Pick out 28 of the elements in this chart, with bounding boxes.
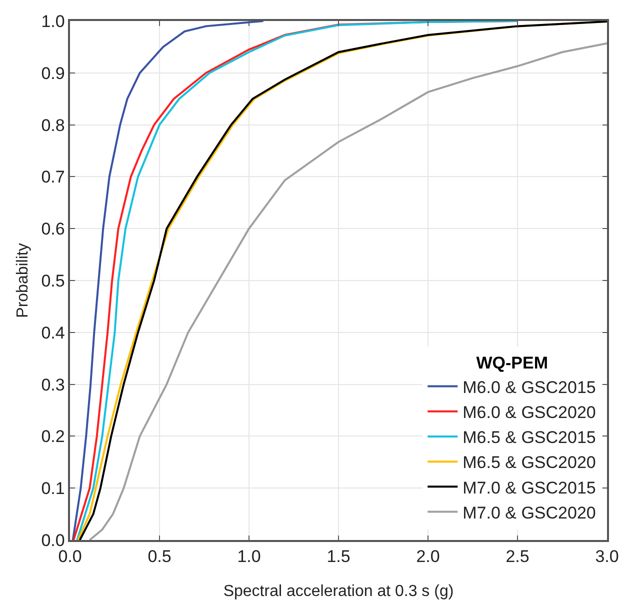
x-tick-label: 2.5 — [506, 547, 530, 566]
line-series — [72, 21, 264, 540]
legend-label: M6.5 & GSC2015 — [462, 428, 596, 448]
legend-label: M7.0 & GSC2020 — [462, 503, 596, 522]
legend-label: M7.0 & GSC2015 — [462, 478, 596, 498]
x-tick-label: 3.0 — [595, 547, 619, 566]
y-tick-label: 0.0 — [41, 530, 65, 550]
legend-label: M6.5 & GSC2020 — [462, 453, 596, 472]
x-tick-label: 0.0 — [58, 547, 82, 566]
y-tick-label: 1.0 — [41, 12, 65, 31]
y-axis-title: Probability — [14, 243, 32, 318]
x-axis-title: Spectral acceleration at 0.3 s (g) — [223, 583, 454, 600]
x-tick-label: 1.5 — [326, 547, 350, 566]
legend-title: WQ-PEM — [476, 354, 548, 373]
y-tick-label: 0.3 — [41, 375, 65, 394]
x-tick-label: 2.0 — [416, 547, 440, 566]
y-tick-label: 0.5 — [41, 271, 65, 290]
y-tick-label: 0.8 — [41, 116, 65, 135]
legend-label: M6.0 & GSC2020 — [462, 403, 596, 422]
x-tick-label: 0.5 — [148, 547, 172, 566]
x-tick-label: 1.0 — [237, 547, 261, 566]
y-tick-label: 0.7 — [41, 168, 65, 187]
y-tick-label: 0.6 — [41, 220, 65, 239]
y-tick-label: 0.2 — [41, 427, 65, 446]
y-tick-label: 0.1 — [41, 479, 65, 498]
y-tick-label: 0.4 — [41, 323, 65, 342]
y-tick-label: 0.9 — [41, 64, 65, 83]
legend-label: M6.0 & GSC2015 — [462, 378, 596, 397]
